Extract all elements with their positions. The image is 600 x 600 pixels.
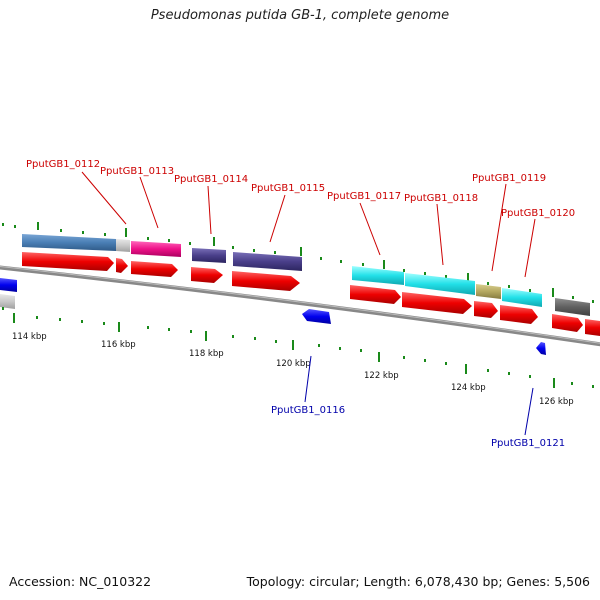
genome-backbone bbox=[0, 265, 600, 347]
scale-label-126: 126 kbp bbox=[539, 397, 574, 407]
scale-label-118: 118 kbp bbox=[189, 349, 224, 359]
scale-label-122: 122 kbp bbox=[364, 371, 399, 381]
scale-label-116: 116 kbp bbox=[101, 340, 136, 350]
accession-text: Accession: NC_010322 bbox=[9, 574, 152, 589]
scale-label-114: 114 kbp bbox=[12, 332, 47, 342]
outer-tick-ring bbox=[2, 222, 594, 303]
gene-label: PputGB1_0115 bbox=[251, 183, 325, 194]
gene-label: PputGB1_0118 bbox=[404, 193, 478, 204]
gene-label: PputGB1_0120 bbox=[501, 208, 575, 219]
inner-scale-ring bbox=[2, 307, 594, 388]
gene-label: PputGB1_0117 bbox=[327, 191, 401, 202]
gene-leader-lines-bottom bbox=[304, 355, 534, 436]
gene-label: PputGB1_0112 bbox=[26, 159, 100, 170]
gene-label: PputGB1_0113 bbox=[100, 166, 174, 177]
cog-track-forward bbox=[22, 234, 590, 316]
genome-summary-text: Topology: circular; Length: 6,078,430 bp… bbox=[246, 574, 590, 589]
forward-cds-track bbox=[22, 252, 600, 336]
gene-label: PputGB1_0121 bbox=[491, 438, 565, 449]
scale-label-120: 120 kbp bbox=[276, 359, 311, 369]
gene-label: PputGB1_0119 bbox=[472, 173, 546, 184]
gene-label: PputGB1_0114 bbox=[174, 174, 248, 185]
reverse-cds-track bbox=[0, 278, 546, 355]
scale-label-124: 124 kbp bbox=[451, 383, 486, 393]
gene-label: PputGB1_0116 bbox=[271, 405, 345, 416]
gene-leader-lines-top bbox=[81, 171, 536, 278]
map-title: Pseudomonas putida GB-1, complete genome bbox=[150, 8, 450, 23]
